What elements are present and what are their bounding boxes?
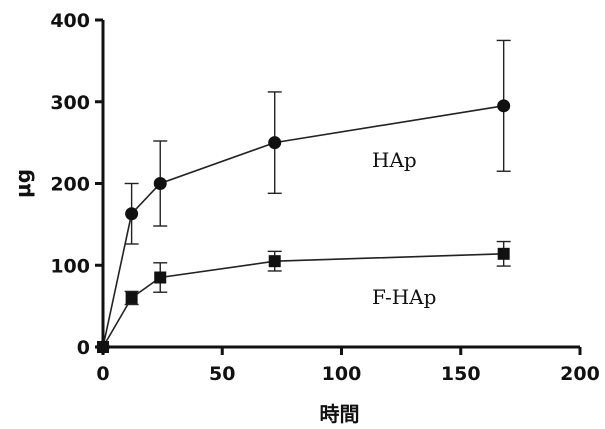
y-tick-label: 400 (50, 10, 90, 32)
x-axis-title: 時間 (320, 402, 360, 426)
series-label-hap: HAp (372, 148, 417, 172)
data-point (497, 99, 511, 113)
x-tick-label: 100 (322, 363, 362, 385)
data-point (268, 136, 282, 150)
data-point (97, 341, 109, 353)
y-axis-title: μg (11, 169, 35, 198)
series-label-f-hap: F-HAp (372, 285, 436, 309)
series-f-hap (97, 240, 511, 353)
data-point (125, 207, 139, 221)
ticks: 0 50 100 150 200 0 100 200 300 400 (50, 10, 600, 385)
y-tick-label: 0 (77, 337, 90, 359)
axes (101, 20, 580, 349)
y-tick-label: 200 (50, 174, 90, 196)
x-tick-label: 50 (209, 363, 235, 385)
x-tick-label: 150 (441, 363, 481, 385)
series-hap (96, 39, 511, 354)
series-layer (96, 39, 511, 354)
data-point (154, 271, 167, 284)
series-line (102, 253, 504, 348)
data-point (125, 291, 138, 304)
y-tick-label: 100 (50, 255, 90, 277)
y-tick-label: 300 (50, 92, 90, 114)
data-point (268, 255, 281, 268)
x-tick-label: 0 (96, 363, 109, 385)
data-point (153, 177, 167, 190)
data-point (497, 247, 510, 260)
x-tick-label: 200 (560, 363, 600, 385)
